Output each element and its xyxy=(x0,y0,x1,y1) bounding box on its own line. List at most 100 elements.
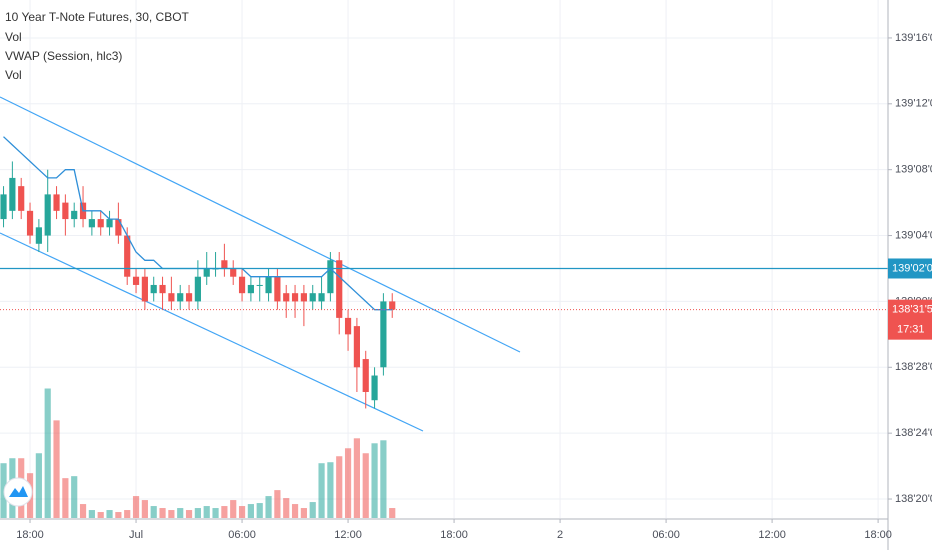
volume-bar xyxy=(309,502,316,518)
candle-body xyxy=(353,326,360,368)
volume-bar xyxy=(389,508,396,518)
candle-body xyxy=(300,293,307,302)
y-tick-label: 138'24'0 xyxy=(895,427,932,439)
legend-entry: Vol xyxy=(5,68,22,82)
legend-entry: VWAP (Session, hlc3) xyxy=(5,49,122,63)
channel-upper xyxy=(0,96,521,353)
plot-layer xyxy=(0,136,888,409)
x-tick-label: 18:00 xyxy=(440,529,468,541)
candle-body xyxy=(327,260,334,294)
candle-body xyxy=(185,293,193,302)
volume-bar xyxy=(318,463,325,518)
candle-body xyxy=(256,284,263,286)
x-tick-label: 18:00 xyxy=(864,529,892,541)
channel-lower xyxy=(0,232,424,432)
volume-bar xyxy=(79,504,87,518)
price-line-label: 139'02'0 xyxy=(892,262,932,274)
candle-body xyxy=(203,268,210,277)
volume-bar xyxy=(115,512,122,518)
x-tick-label: 12:00 xyxy=(334,529,362,541)
volume-bar xyxy=(203,506,210,518)
candle-body xyxy=(389,301,396,310)
candle-body xyxy=(230,268,237,277)
candle-body xyxy=(150,284,157,294)
volume-bar xyxy=(124,510,131,518)
axis-layer: 138'20'0138'24'0138'28'0139'00'0139'04'0… xyxy=(16,32,932,541)
volume-bar xyxy=(265,496,272,518)
volume-bar xyxy=(336,456,343,518)
x-tick-label: Jul xyxy=(129,529,143,541)
volume-bar xyxy=(177,508,184,518)
candle-body xyxy=(18,186,25,211)
volume-bar xyxy=(247,504,254,518)
volume-bar xyxy=(362,453,369,518)
candle-body xyxy=(318,293,325,302)
candle-body xyxy=(291,293,299,302)
candle-body xyxy=(336,260,343,318)
candle-body xyxy=(283,293,290,302)
volume-bar xyxy=(44,388,51,518)
volume-bar xyxy=(371,443,378,518)
volume-bar xyxy=(344,448,352,518)
legend-entry: Vol xyxy=(5,30,22,44)
volume-bar xyxy=(185,510,193,518)
candle-body xyxy=(26,210,34,236)
candle-body xyxy=(115,219,122,236)
candle-body xyxy=(177,293,184,302)
candle-body xyxy=(132,276,140,285)
x-tick-label: 18:00 xyxy=(16,529,44,541)
volume-bar xyxy=(274,490,281,518)
volume-bar xyxy=(283,498,290,518)
volume-bar xyxy=(300,508,307,518)
y-tick-label: 139'08'0 xyxy=(895,164,932,176)
candle-body xyxy=(274,276,281,302)
candle-body xyxy=(35,227,42,244)
volume-bar xyxy=(53,420,60,518)
candle-body xyxy=(97,219,104,228)
candle-body xyxy=(371,375,378,401)
candle-body xyxy=(265,276,272,294)
candle-body xyxy=(106,219,113,228)
price-line-label-box xyxy=(888,258,932,279)
volume-bar xyxy=(221,506,228,518)
volume-bar xyxy=(150,506,157,518)
y-tick-label: 139'04'0 xyxy=(895,229,932,241)
candle-body xyxy=(309,293,316,302)
volume-bar xyxy=(194,508,201,518)
volume-bar xyxy=(353,438,360,518)
x-tick-label: 06:00 xyxy=(228,529,256,541)
x-tick-label: 2 xyxy=(557,529,563,541)
candle-body xyxy=(124,235,131,277)
candle-body xyxy=(44,194,51,236)
y-tick-label: 138'28'0 xyxy=(895,361,932,373)
candle-body xyxy=(238,276,246,294)
candle-body xyxy=(0,194,7,220)
grid xyxy=(0,0,888,518)
volume-bar xyxy=(71,476,78,518)
candle-body xyxy=(159,284,166,294)
volume-bar xyxy=(132,496,140,518)
volume-bar xyxy=(380,440,387,518)
volume-bar xyxy=(106,510,113,518)
candle-body xyxy=(344,317,352,335)
volume-bar xyxy=(35,453,42,518)
y-tick-label: 139'16'0 xyxy=(895,32,932,44)
candle-body xyxy=(221,260,228,269)
candle-body xyxy=(141,276,148,302)
volume-bar xyxy=(291,504,299,518)
volume-bar xyxy=(141,500,148,518)
volume-bar xyxy=(238,506,246,518)
candle-body xyxy=(53,194,60,211)
x-tick-label: 12:00 xyxy=(758,529,786,541)
logo xyxy=(3,477,33,507)
candle-body xyxy=(62,202,69,220)
candle-body xyxy=(9,177,16,211)
volume-bar xyxy=(159,508,166,518)
candle-body xyxy=(362,359,369,392)
volume-bar xyxy=(168,510,175,518)
chart-title: 10 Year T-Note Futures, 30, CBOT xyxy=(5,10,190,24)
x-tick-label: 06:00 xyxy=(652,529,680,541)
volume-bar xyxy=(0,463,7,518)
